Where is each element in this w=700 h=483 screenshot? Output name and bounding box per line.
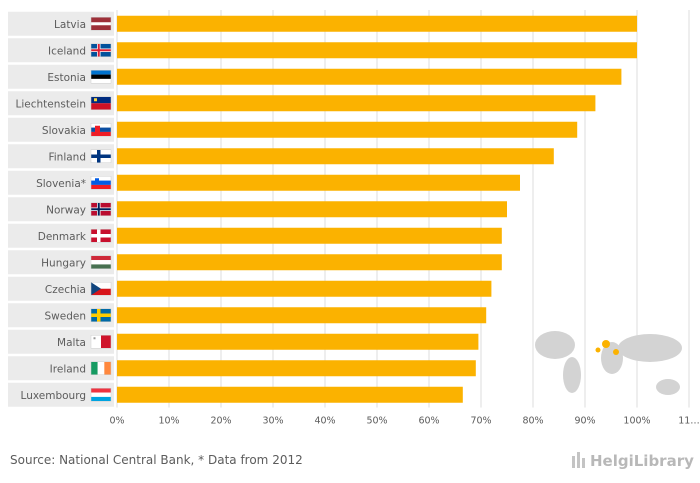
- flag-icon: [90, 70, 112, 84]
- x-tick-label: 100%: [623, 416, 650, 427]
- bar: [117, 174, 520, 191]
- category-label: Denmark: [38, 231, 87, 243]
- flag-icon: [90, 43, 112, 57]
- x-tick-label: 50%: [366, 416, 387, 427]
- flag-icon: [90, 202, 112, 216]
- bar: [117, 148, 554, 165]
- x-tick-label: 11…: [678, 416, 700, 427]
- flag-icon: [90, 123, 112, 137]
- flag-icon: [90, 335, 112, 349]
- bar: [117, 95, 596, 112]
- category-label: Estonia: [47, 72, 86, 84]
- x-tick-label: 60%: [418, 416, 439, 427]
- category-label: Malta: [57, 337, 86, 349]
- flag-icon: [90, 229, 112, 243]
- flag-icon: [90, 176, 112, 190]
- flag-icon: [90, 388, 112, 402]
- x-tick-label: 80%: [522, 416, 543, 427]
- category-label: Slovakia: [42, 125, 86, 137]
- flag-icon: [90, 282, 112, 296]
- bar: [117, 386, 463, 403]
- category-label: Luxembourg: [21, 390, 86, 402]
- category-label: Norway: [46, 204, 86, 216]
- bars: Latvia Iceland Estonia Liechtenstein Slovaki…: [8, 11, 637, 407]
- source-note: Source: National Central Bank, * Data fr…: [10, 453, 303, 467]
- category-label: Hungary: [41, 257, 86, 269]
- bar: [117, 307, 487, 324]
- x-axis-ticks: 0% 10% 20% 30% 40% 50% 60% 70% 80% 90% 100% 11…: [109, 416, 699, 427]
- category-label: Latvia: [54, 19, 86, 31]
- bar: [117, 227, 502, 244]
- bar: [117, 360, 476, 377]
- category-label: Finland: [48, 151, 86, 163]
- x-tick-label: 0%: [109, 416, 124, 427]
- category-label: Czechia: [45, 284, 86, 296]
- category-label: Liechtenstein: [15, 98, 86, 110]
- category-label: Slovenia*: [36, 178, 86, 190]
- flag-icon: [90, 17, 112, 31]
- bar: [117, 121, 578, 138]
- brand-name: HelgiLibrary: [590, 452, 694, 470]
- bar: [117, 280, 492, 297]
- category-label: Iceland: [48, 45, 86, 57]
- flag-icon: [90, 255, 112, 269]
- bar: [117, 333, 479, 350]
- x-tick-label: 10%: [158, 416, 179, 427]
- x-tick-label: 70%: [470, 416, 491, 427]
- flag-icon: [90, 361, 112, 375]
- bar: [117, 68, 622, 85]
- bar: [117, 42, 637, 59]
- category-label: Ireland: [50, 363, 86, 375]
- x-tick-label: 30%: [262, 416, 283, 427]
- bar: [117, 201, 507, 218]
- helgilibrary-logo: HelgiLibrary: [572, 452, 694, 470]
- bar: [117, 15, 637, 32]
- bar: [117, 254, 502, 271]
- x-tick-label: 20%: [210, 416, 231, 427]
- category-label: Sweden: [45, 310, 87, 322]
- world-map-icon: [535, 331, 682, 395]
- x-tick-label: 40%: [314, 416, 335, 427]
- flag-icon: [90, 308, 112, 322]
- flag-icon: [90, 149, 112, 163]
- x-tick-label: 90%: [574, 416, 595, 427]
- flag-icon: [90, 96, 112, 110]
